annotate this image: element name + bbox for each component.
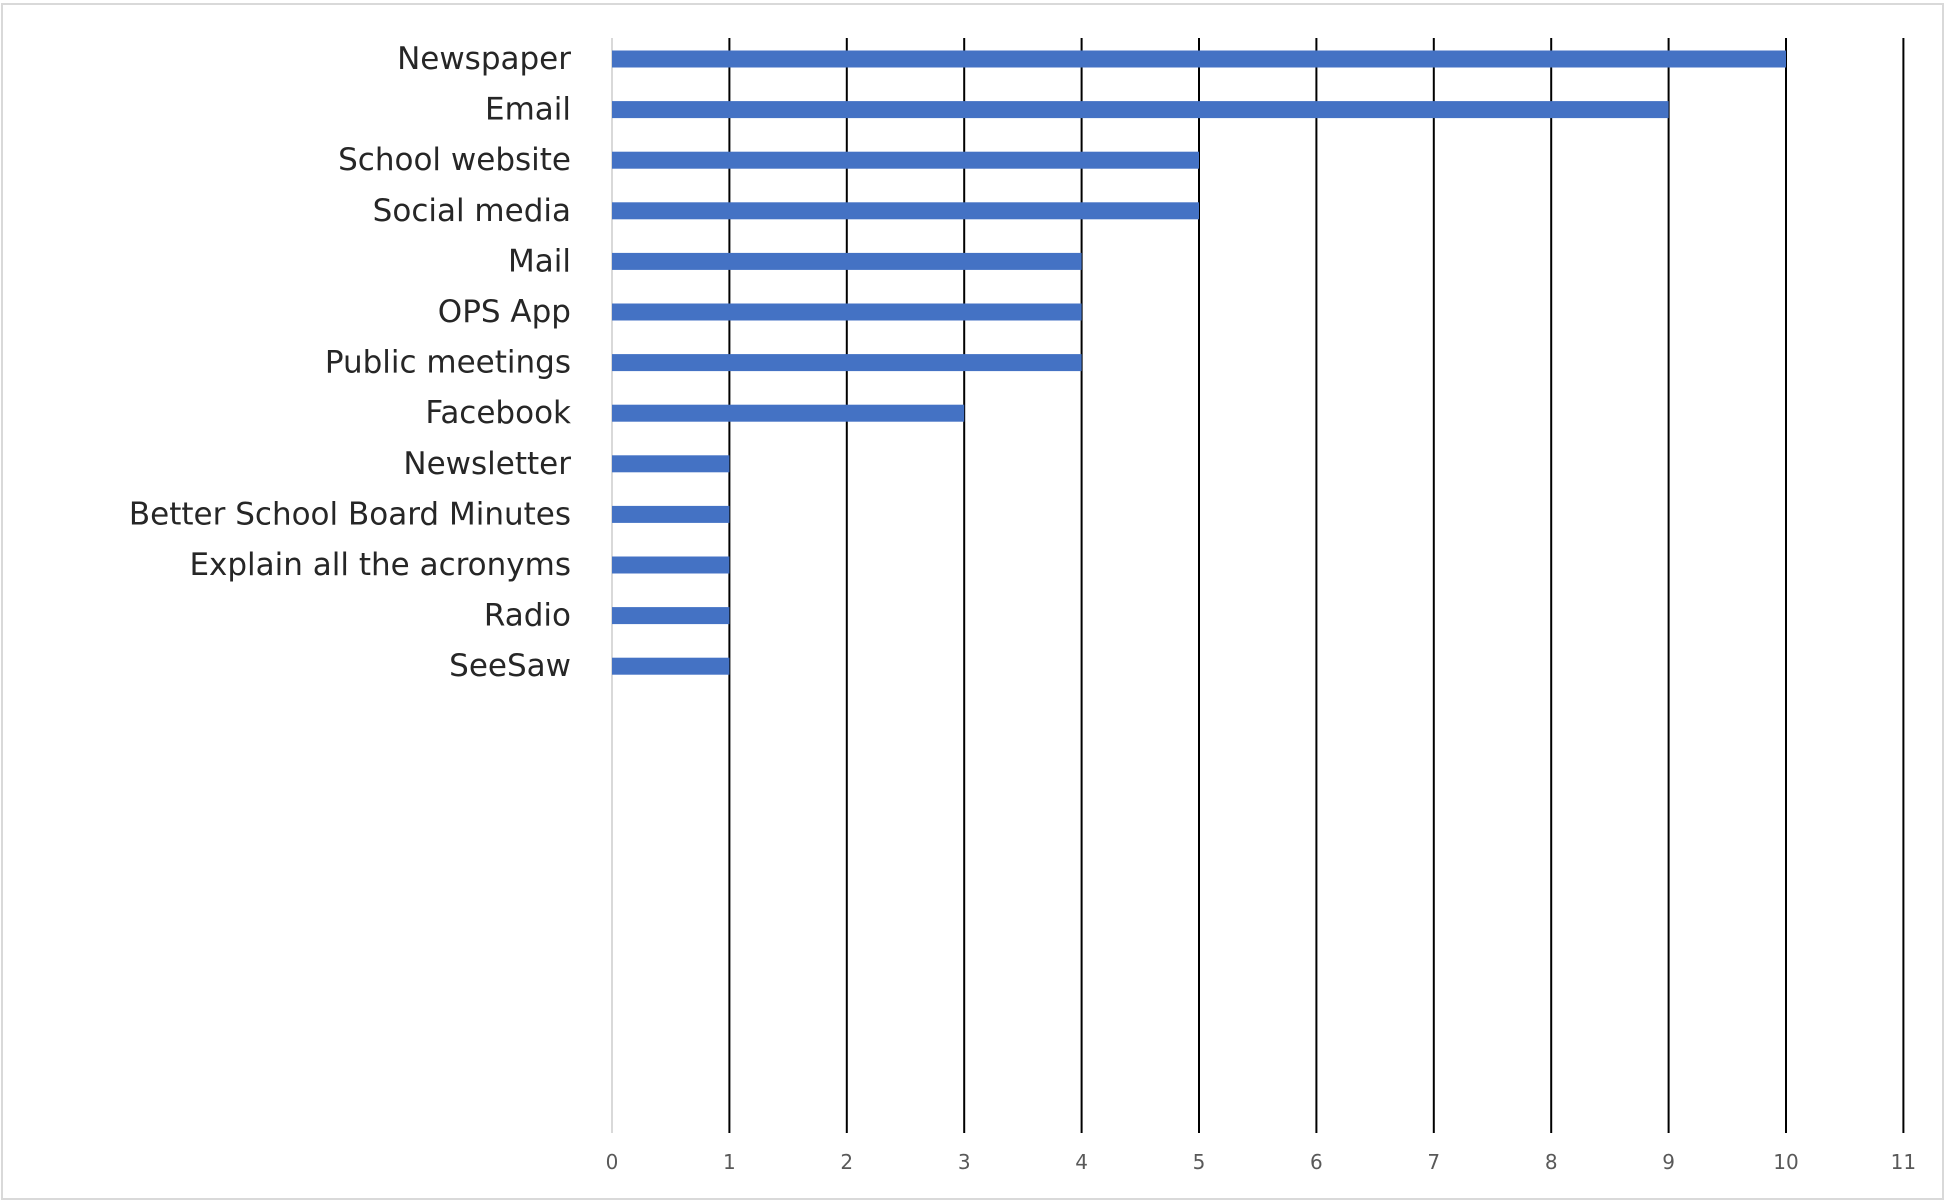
bar-ops-app <box>612 303 1082 321</box>
bar-better-school-board-minutes <box>612 505 730 523</box>
bar-school-website <box>612 151 1199 169</box>
category-label-mail: Mail <box>508 243 571 279</box>
x-axis-tick-labels: 0 1 2 3 4 5 6 7 8 9 10 11 <box>606 1150 1916 1174</box>
x-tick-label-1: 1 <box>723 1150 736 1174</box>
bar-mail <box>612 252 1082 270</box>
category-labels: Newspaper Email School website Social media… <box>129 41 571 684</box>
chart-area: Newspaper Email School website Social media… <box>1 3 1944 1200</box>
category-label-social-media: Social media <box>373 193 571 229</box>
bar-newsletter <box>612 455 730 473</box>
category-label-seesaw: SeeSaw <box>449 648 571 684</box>
x-tick-label-4: 4 <box>1075 1150 1088 1174</box>
category-label-radio: Radio <box>484 598 571 634</box>
bar-facebook <box>612 404 965 422</box>
category-label-newsletter: Newsletter <box>403 446 571 482</box>
x-tick-label-10: 10 <box>1773 1150 1798 1174</box>
x-tick-label-3: 3 <box>958 1150 971 1174</box>
category-label-better-school-board-minutes: Better School Board Minutes <box>129 496 571 532</box>
category-label-school-website: School website <box>338 142 571 178</box>
bar-radio <box>612 607 730 625</box>
bar-social-media <box>612 202 1199 220</box>
gridlines <box>611 38 1905 1133</box>
x-tick-label-8: 8 <box>1545 1150 1558 1174</box>
bar-public-meetings <box>612 354 1082 372</box>
bar-newspaper <box>612 50 1786 68</box>
bar-explain-all-the-acronyms <box>612 556 730 574</box>
bars <box>612 50 1786 675</box>
x-tick-label-5: 5 <box>1193 1150 1206 1174</box>
category-label-facebook: Facebook <box>425 395 571 431</box>
bar-seesaw <box>612 657 730 675</box>
x-tick-label-0: 0 <box>606 1150 619 1174</box>
category-label-explain-all-the-acronyms: Explain all the acronyms <box>189 547 571 583</box>
category-label-public-meetings: Public meetings <box>325 345 571 381</box>
x-tick-label-9: 9 <box>1662 1150 1675 1174</box>
x-tick-label-7: 7 <box>1427 1150 1440 1174</box>
bar-email <box>612 101 1669 119</box>
x-tick-label-2: 2 <box>840 1150 853 1174</box>
bar-chart: Newspaper Email School website Social media… <box>129 38 1916 1174</box>
category-label-newspaper: Newspaper <box>397 41 571 77</box>
x-tick-label-6: 6 <box>1310 1150 1323 1174</box>
category-label-email: Email <box>485 92 571 128</box>
category-label-ops-app: OPS App <box>438 294 571 330</box>
x-tick-label-11: 11 <box>1891 1150 1916 1174</box>
